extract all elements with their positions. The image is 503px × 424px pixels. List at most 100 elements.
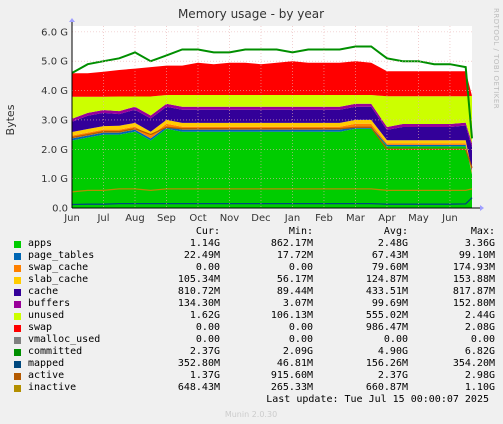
legend-max: 99.10M	[458, 250, 495, 261]
line-committed	[71, 45, 473, 139]
legend-max: 3.36G	[464, 238, 495, 249]
legend-avg: 660.87M	[365, 382, 408, 393]
legend-name: mapped	[28, 358, 65, 369]
legend-avg: 4.90G	[377, 346, 408, 357]
legend-swatch	[14, 241, 21, 248]
legend-header-min: Min:	[288, 226, 313, 237]
legend-min: 56.17M	[276, 274, 313, 285]
legend-avg: 99.69M	[371, 298, 408, 309]
legend-max: 2.08G	[464, 322, 495, 333]
y-axis-label: Bytes	[4, 104, 17, 135]
legend-max: 817.87M	[452, 286, 495, 297]
x-tick-label: Sep	[157, 213, 176, 224]
x-tick-label: Mar	[346, 213, 366, 224]
legend-cur: 352.80M	[177, 358, 220, 369]
legend-avg: 79.60M	[371, 262, 408, 273]
legend-cur: 22.49M	[183, 250, 220, 261]
legend-name: page_tables	[28, 250, 95, 261]
legend-min: 106.13M	[270, 310, 313, 321]
legend-avg: 433.51M	[365, 286, 408, 297]
legend-swatch	[14, 301, 21, 308]
legend-name: buffers	[28, 298, 71, 309]
legend-avg: 124.87M	[365, 274, 408, 285]
legend-header-avg: Avg:	[383, 226, 408, 237]
legend-row-apps: apps 1.14G 862.17M 2.48G 3.36G	[10, 238, 495, 250]
x-tick-label: Nov	[220, 213, 240, 224]
legend-row-unused: unused 1.62G 106.13M 555.02M 2.44G	[10, 310, 495, 322]
legend-swatch	[14, 253, 21, 260]
line-active	[71, 126, 473, 169]
legend-swatch	[14, 385, 21, 392]
legend-max: 174.93M	[452, 262, 495, 273]
x-axis-arrow	[480, 205, 484, 211]
legend-name: slab_cache	[28, 274, 89, 285]
legend-swatch	[14, 265, 21, 272]
legend-max: 354.20M	[452, 358, 495, 369]
legend-name: inactive	[28, 382, 77, 393]
x-tick-label: Jun	[441, 213, 458, 224]
x-tick-label: Feb	[315, 213, 333, 224]
legend-min: 3.07M	[282, 298, 313, 309]
area-swap	[72, 61, 472, 97]
legend-swatch	[14, 337, 21, 344]
legend-name: committed	[28, 346, 83, 357]
x-tick-labels: Jun Jul Aug Sep Oct Nov Dec Jan Feb Mar Apr May Jun	[63, 213, 458, 224]
legend-swatch	[14, 325, 21, 332]
legend-cur: 0.00	[195, 322, 220, 333]
legend-row-committed: committed 2.37G 2.09G 4.90G 6.82G	[10, 346, 495, 358]
axes	[69, 18, 484, 211]
legend-min: 17.72M	[276, 250, 313, 261]
chart-title: Memory usage - by year	[178, 7, 324, 21]
legend-name: cache	[28, 286, 59, 297]
legend-row-swap: swap 0.00 0.00 986.47M 2.08G	[10, 322, 495, 334]
line-mapped	[71, 197, 473, 206]
legend-cur: 0.00	[195, 334, 220, 345]
x-tick-label: Oct	[189, 213, 206, 224]
legend-row-page-tables: page_tables 22.49M 17.72M 67.43M 99.10M	[10, 250, 495, 262]
legend-cur: 134.30M	[177, 298, 220, 309]
x-tick-label: Apr	[378, 213, 396, 224]
legend-max: 6.82G	[464, 346, 495, 357]
legend-cur: 1.14G	[189, 238, 220, 249]
legend-min: 862.17M	[270, 238, 313, 249]
stacked-areas	[72, 61, 472, 208]
legend-row-vmalloc-used: vmalloc_used 0.00 0.00 0.00 0.00	[10, 334, 495, 346]
legend-swatch	[14, 349, 21, 356]
legend-min: 0.00	[288, 334, 313, 345]
x-tick-label: Jun	[63, 213, 80, 224]
legend-avg: 986.47M	[365, 322, 408, 333]
legend-name: active	[28, 370, 65, 381]
legend-swatch	[14, 289, 21, 296]
series-lines	[71, 45, 473, 206]
legend-row-mapped: mapped 352.80M 46.81M 156.26M 354.20M	[10, 358, 495, 370]
legend-avg: 2.48G	[377, 238, 408, 249]
legend: Cur: Min: Avg: Max: apps 1.14G 862.17M 2.48…	[10, 226, 495, 394]
legend-row-slab-cache: slab_cache 105.34M 56.17M 124.87M 153.88M	[10, 274, 495, 286]
legend-header-cur: Cur:	[195, 226, 220, 237]
legend-min: 915.60M	[270, 370, 313, 381]
legend-avg: 0.00	[383, 334, 408, 345]
legend-swatch	[14, 373, 21, 380]
legend-max: 1.10G	[464, 382, 495, 393]
legend-row-active: active 1.37G 915.60M 2.37G 2.98G	[10, 370, 495, 382]
area-apps	[72, 128, 472, 208]
legend-min: 0.00	[288, 262, 313, 273]
legend-header-max: Max:	[470, 226, 495, 237]
legend-swatch	[14, 361, 21, 368]
legend-cur: 1.62G	[189, 310, 220, 321]
last-update: Last update: Tue Jul 15 00:00:07 2025	[266, 394, 489, 405]
legend-swatch	[14, 277, 21, 284]
legend-row-cache: cache 810.72M 89.44M 433.51M 817.87M	[10, 286, 495, 298]
y-tick-labels: 0.0 1.0 G 2.0 G 3.0 G 4.0 G 5.0 G 6.0 G	[41, 27, 68, 214]
legend-min: 0.00	[288, 322, 313, 333]
x-tick-label: Jul	[96, 213, 109, 224]
legend-name: vmalloc_used	[28, 334, 101, 345]
legend-name: unused	[28, 310, 65, 321]
munin-footer: Munin 2.0.30	[225, 410, 277, 419]
legend-avg: 2.37G	[377, 370, 408, 381]
legend-max: 2.44G	[464, 310, 495, 321]
legend-name: swap_cache	[28, 262, 89, 273]
legend-max: 2.98G	[464, 370, 495, 381]
legend-max: 153.88M	[452, 274, 495, 285]
